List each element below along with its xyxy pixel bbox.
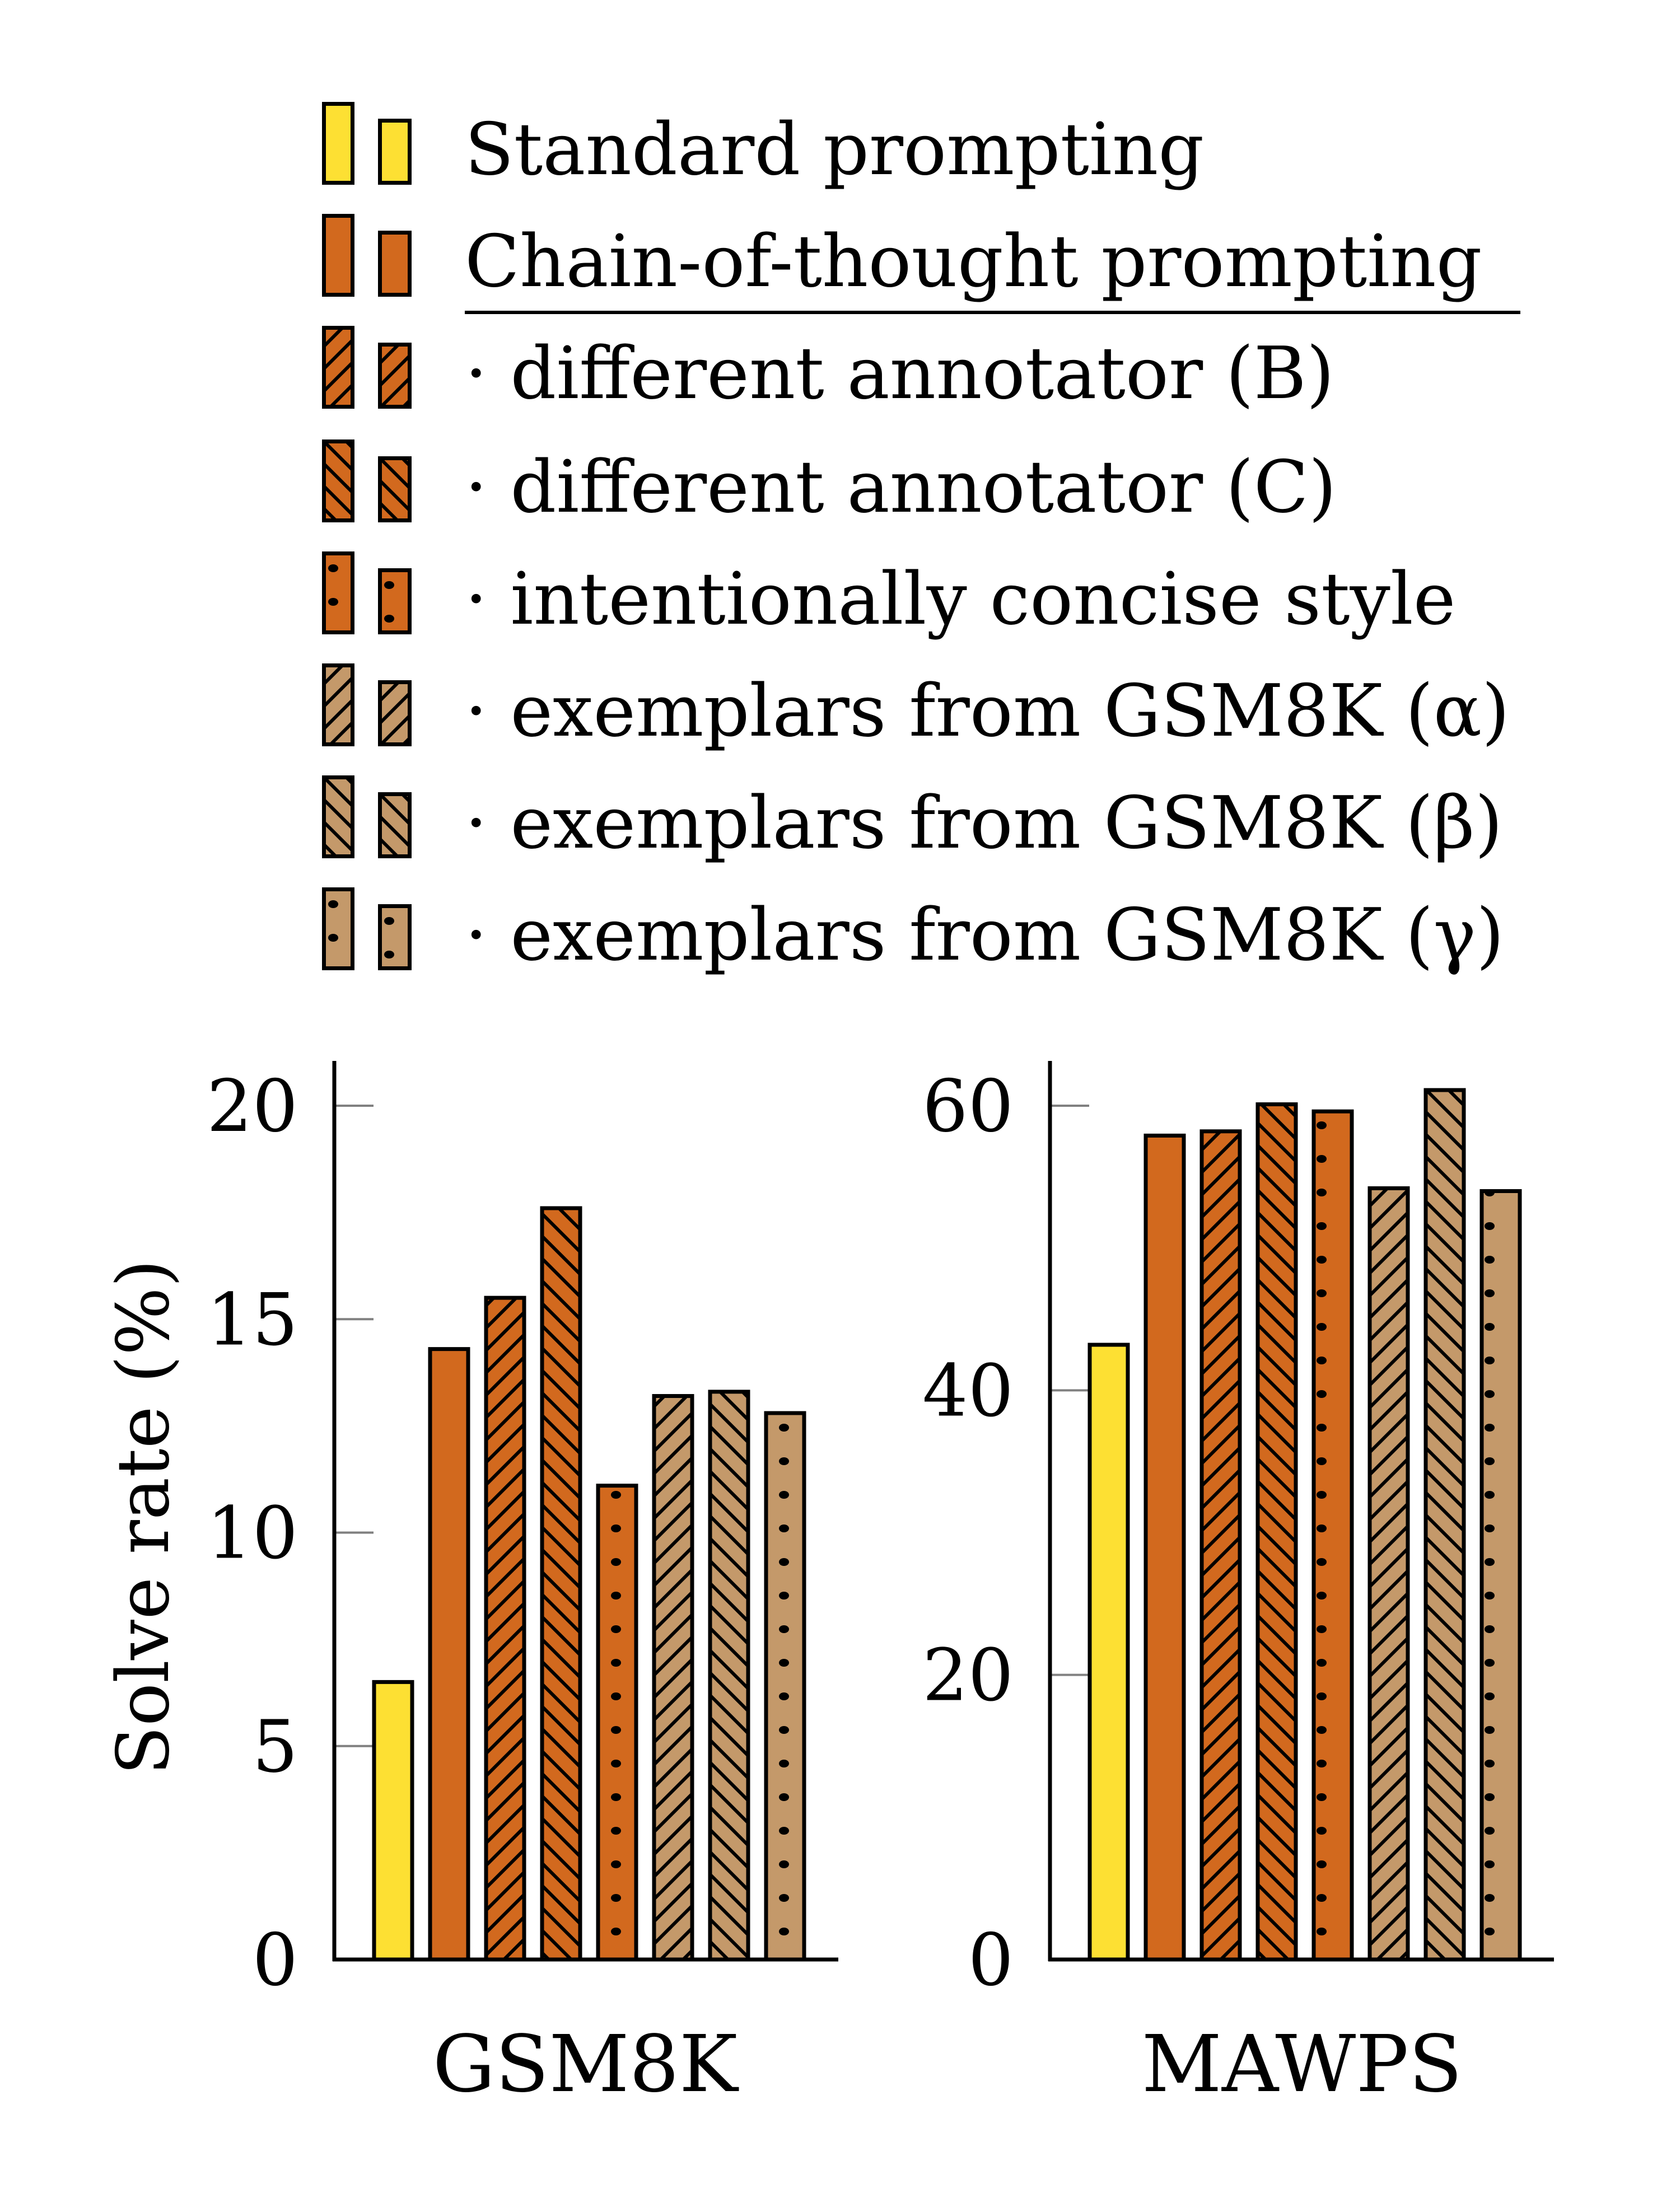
bar-pattern — [486, 1298, 524, 1960]
y-tick-label: 0 — [253, 1919, 298, 2002]
y-tick-label: 40 — [922, 1349, 1014, 1433]
x-axis-label-gsm8k: GSM8K — [433, 2019, 739, 2110]
bar-pattern — [598, 1485, 636, 1960]
y-tick-label: 5 — [253, 1705, 298, 1789]
legend-swatch-small-icon — [378, 680, 412, 746]
y-axis-label: Solve rate (%) — [102, 1259, 185, 1775]
bar-pattern — [1314, 1111, 1352, 1960]
bar-pattern — [766, 1413, 804, 1960]
gsm8k-chart: 0 5 10 15 20 — [207, 1061, 838, 2002]
legend-swatch-small-icon — [378, 456, 412, 522]
bar-pattern — [1426, 1090, 1464, 1960]
bar — [374, 1682, 412, 1960]
bar-pattern — [710, 1391, 748, 1960]
bar-pattern — [542, 1208, 580, 1960]
legend-label: · exemplars from GSM8K (β) — [465, 782, 1503, 865]
bar-pattern — [1370, 1188, 1408, 1960]
y-tick-label: 20 — [207, 1065, 298, 1148]
bar — [1146, 1135, 1184, 1960]
legend-swatch-bar-icon — [322, 326, 354, 409]
legend-swatch-bar-icon — [322, 102, 354, 185]
legend-label: Standard prompting — [465, 108, 1205, 191]
legend-label: Chain-of-thought prompting — [465, 220, 1482, 303]
legend-label: · different annotator (C) — [465, 446, 1337, 529]
bar — [430, 1349, 468, 1960]
legend-swatch-small-icon — [378, 119, 412, 185]
legend-swatch-bar-icon — [322, 439, 354, 522]
legend-separator — [465, 311, 1520, 314]
bar-pattern — [654, 1396, 692, 1960]
legend-swatch-bar-icon — [322, 663, 354, 746]
x-axis-label-mawps: MAWPS — [1142, 2019, 1463, 2110]
legend-swatch-bar-icon — [322, 775, 354, 858]
bar — [1090, 1345, 1128, 1960]
bar-pattern — [1258, 1104, 1296, 1960]
legend-swatch-small-icon — [378, 792, 412, 858]
bar-pattern — [1202, 1131, 1240, 1960]
legend-label: · exemplars from GSM8K (α) — [465, 670, 1510, 753]
mawps-chart: 0 20 40 60 — [922, 1061, 1554, 2002]
legend-label: · different annotator (B) — [465, 332, 1334, 415]
legend-swatch-small-icon — [378, 231, 412, 297]
legend-swatch-bar-icon — [322, 551, 354, 634]
legend-swatch-small-icon — [378, 904, 412, 970]
legend-swatch-bar-icon — [322, 887, 354, 970]
legend-swatch-small-icon — [378, 343, 412, 409]
legend-label: · intentionally concise style — [465, 558, 1456, 641]
y-tick-label: 0 — [968, 1919, 1014, 2002]
legend-swatch-small-icon — [378, 568, 412, 634]
y-tick-label: 20 — [922, 1634, 1014, 1718]
y-tick-label: 10 — [207, 1492, 298, 1575]
y-tick-label: 15 — [207, 1278, 298, 1362]
legend-label: · exemplars from GSM8K (γ) — [465, 894, 1504, 977]
legend-swatch-bar-icon — [322, 214, 354, 297]
y-tick-label: 60 — [922, 1065, 1014, 1148]
bar-pattern — [1482, 1191, 1520, 1960]
